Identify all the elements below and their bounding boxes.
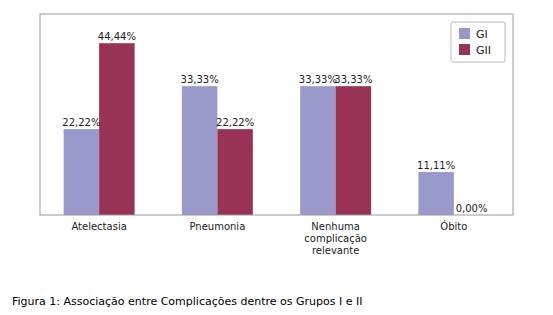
plot-frame bbox=[40, 14, 513, 215]
bar bbox=[99, 43, 134, 215]
legend-label: GII bbox=[476, 44, 491, 57]
bar bbox=[300, 86, 335, 215]
x-tick-label: Nenhumacomplicaçãorelevante bbox=[304, 221, 367, 256]
x-tick-label: Atelectasia bbox=[71, 221, 126, 232]
bar bbox=[336, 86, 371, 215]
x-tick-label-line: Atelectasia bbox=[71, 221, 126, 232]
data-label: 0,00% bbox=[456, 203, 488, 214]
bar bbox=[418, 172, 453, 215]
legend-box bbox=[451, 22, 505, 62]
legend-swatch bbox=[459, 44, 470, 55]
data-label: 33,33% bbox=[181, 74, 219, 85]
legend-label: GI bbox=[476, 28, 488, 41]
x-tick-label-line: relevante bbox=[312, 245, 359, 256]
x-tick-label: Pneumonia bbox=[189, 221, 245, 232]
bar bbox=[217, 129, 252, 215]
x-tick-label-line: complicação bbox=[304, 233, 367, 244]
x-tick-label: Óbito bbox=[440, 220, 467, 232]
data-label: 33,33% bbox=[334, 74, 372, 85]
data-label: 22,22% bbox=[62, 117, 100, 128]
x-axis-labels: Atelectasia Pneumonia Nenhumacomplicaçãore… bbox=[71, 220, 467, 256]
x-tick-label-line: Nenhuma bbox=[311, 221, 360, 232]
title: Figura 1: Associação entre Complicações … bbox=[12, 295, 362, 308]
bar bbox=[64, 129, 99, 215]
chart: 22,22%33,33%33,33%11,11%44,44%22,22%33,3… bbox=[0, 0, 553, 315]
legend: GI GII bbox=[451, 22, 505, 62]
x-tick-label-line: Óbito bbox=[440, 220, 467, 232]
data-label: 44,44% bbox=[98, 31, 136, 42]
x-tick-label-line: Pneumonia bbox=[189, 221, 245, 232]
data-label: 33,33% bbox=[299, 74, 337, 85]
data-label: 11,11% bbox=[417, 160, 455, 171]
legend-swatch bbox=[459, 28, 470, 39]
bars bbox=[64, 43, 454, 215]
data-labels: 22,22%33,33%33,33%11,11%44,44%22,22%33,3… bbox=[62, 31, 487, 214]
bar bbox=[182, 86, 217, 215]
data-label: 22,22% bbox=[216, 117, 254, 128]
